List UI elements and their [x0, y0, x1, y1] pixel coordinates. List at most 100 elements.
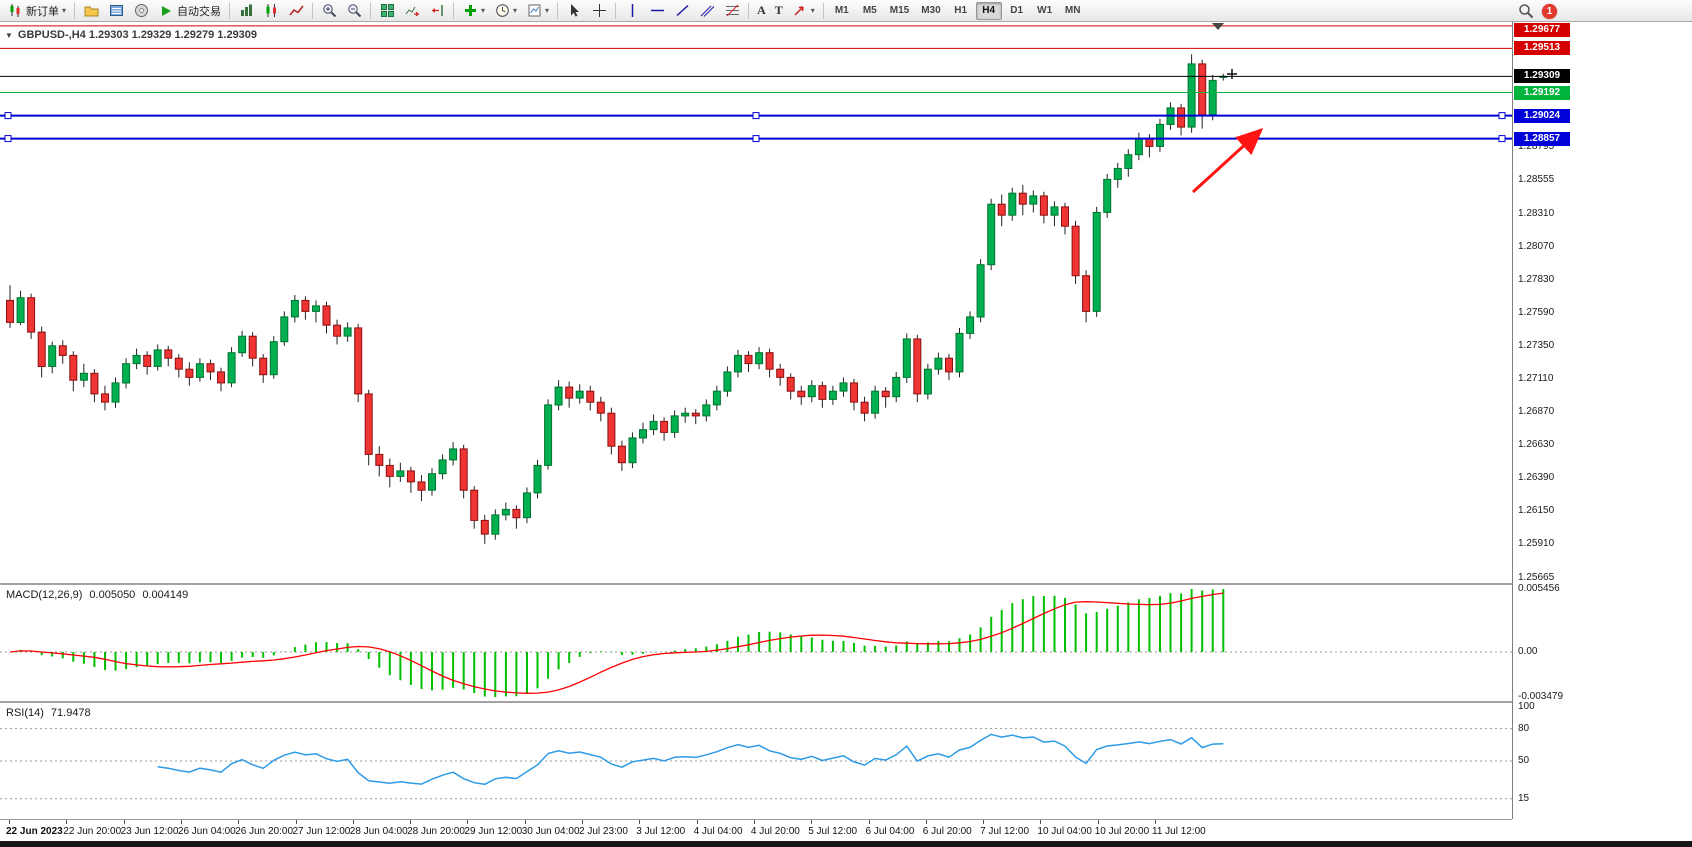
line-handle[interactable] — [752, 135, 760, 143]
horizontal-line-button[interactable] — [645, 1, 669, 21]
profiles-button[interactable] — [79, 1, 103, 21]
line-handle[interactable] — [4, 135, 12, 143]
toolbar-separator — [557, 2, 559, 19]
time-axis-tick — [524, 820, 526, 824]
main-toolbar: 新订单 ▾ 自动交易 — [0, 0, 1692, 22]
fibonacci-button[interactable] — [720, 1, 744, 21]
line-handle[interactable] — [4, 112, 12, 120]
timeframe-d1-button[interactable]: D1 — [1004, 2, 1030, 20]
line-handle[interactable] — [1498, 112, 1506, 120]
vertical-line-icon — [624, 3, 640, 19]
line-chart-button[interactable] — [284, 1, 308, 21]
bear-candle — [217, 371, 225, 384]
candlestick-chart-button[interactable] — [259, 1, 283, 21]
macd-signal-line — [9, 592, 1224, 694]
price-chart-panel[interactable] — [0, 22, 1512, 583]
bull-candle — [396, 470, 405, 477]
bear-candle — [470, 489, 479, 521]
compass-icon — [133, 3, 149, 19]
price-line-label: 1.29513 — [1514, 41, 1570, 56]
bull-candle — [1124, 154, 1133, 169]
channel-button[interactable] — [695, 1, 719, 21]
navigator-button[interactable] — [129, 1, 153, 21]
bull-candle — [312, 305, 320, 312]
periods-button[interactable]: ▾ — [490, 1, 521, 21]
bear-candle — [765, 352, 774, 370]
bear-candle — [1198, 63, 1207, 116]
trend-arrow-object[interactable] — [1191, 127, 1264, 194]
notification-badge[interactable]: 1 — [1542, 3, 1557, 19]
time-axis-label: 6 Jul 04:00 — [865, 826, 915, 837]
bull-candle — [1008, 192, 1017, 216]
price-scale-tick: 1.27110 — [1518, 372, 1554, 384]
cursor-button[interactable] — [562, 1, 586, 21]
chart-shift-button[interactable] — [425, 1, 449, 21]
line-handle[interactable] — [1498, 135, 1506, 143]
fibonacci-icon — [724, 3, 740, 19]
time-axis-tick — [983, 820, 985, 824]
bear-candle — [259, 357, 268, 376]
price-scale-tick: 1.28555 — [1518, 174, 1555, 186]
bear-candle — [206, 363, 215, 373]
bar-chart-button[interactable] — [234, 1, 258, 21]
bear-candle — [174, 357, 183, 370]
timeframe-group: M1 M5 M15 M30 H1 H4 D1 W1 MN — [828, 1, 1087, 20]
price-scale[interactable]: 1.28795 1.28555 1.28310 1.28070 1.27830 1.275… — [1512, 22, 1692, 819]
line-handle[interactable] — [752, 112, 760, 120]
auto-scroll-button[interactable] — [400, 1, 424, 21]
zoom-in-button[interactable] — [317, 1, 341, 21]
auto-trading-button[interactable]: 自动交易 — [154, 1, 225, 21]
bear-candle — [417, 481, 426, 491]
bull-candle — [238, 335, 247, 354]
bull-candle — [1156, 123, 1164, 147]
macd-signal-value: 0.004149 — [142, 589, 189, 601]
time-axis-label: 27 Jun 12:00 — [292, 826, 351, 837]
time-axis-label: 7 Jul 12:00 — [980, 826, 1030, 837]
new-order-button[interactable]: 新订单 ▾ — [3, 1, 70, 21]
new-order-label: 新订单 — [26, 5, 59, 18]
macd-name: MACD(12,26,9) — [6, 589, 83, 601]
time-axis-label: 4 Jul 04:00 — [693, 826, 743, 837]
bull-candle — [290, 299, 299, 318]
panel-divider[interactable] — [0, 583, 1692, 585]
timeframe-m15-button[interactable]: M15 — [885, 2, 914, 20]
bear-candle — [1071, 225, 1080, 277]
indicators-button[interactable]: ▾ — [458, 1, 489, 21]
timeframe-m5-button[interactable]: M5 — [857, 2, 883, 20]
timeframe-m30-button[interactable]: M30 — [916, 2, 945, 20]
crosshair-icon — [591, 3, 607, 19]
toolbar-separator — [74, 2, 76, 19]
timeframe-m1-button[interactable]: M1 — [829, 2, 855, 20]
vertical-line-button[interactable] — [620, 1, 644, 21]
templates-button[interactable]: ▾ — [522, 1, 553, 21]
macd-panel[interactable] — [0, 585, 1512, 701]
zoom-in-icon — [321, 3, 337, 19]
bear-candle — [660, 420, 669, 433]
timeframe-h1-button[interactable]: H1 — [948, 2, 974, 20]
bull-candle — [681, 412, 690, 417]
zoom-out-button[interactable] — [342, 1, 366, 21]
bull-candle — [702, 404, 711, 417]
price-line-label: 1.29024 — [1514, 108, 1570, 123]
label-tool-button[interactable]: T — [771, 1, 787, 21]
market-watch-button[interactable] — [104, 1, 128, 21]
timeframe-mn-button[interactable]: MN — [1060, 2, 1086, 20]
text-tool-button[interactable]: A — [753, 1, 770, 21]
search-icon[interactable] — [1518, 3, 1534, 19]
timeframe-h4-button[interactable]: H4 — [975, 1, 1002, 20]
panel-divider[interactable] — [0, 701, 1692, 703]
toolbar-separator — [822, 2, 824, 19]
rsi-panel[interactable] — [0, 703, 1512, 819]
bull-candle — [839, 382, 848, 392]
bull-candle — [649, 420, 658, 431]
bull-candle — [734, 354, 742, 373]
arrows-tool-button[interactable]: ▾ — [788, 1, 819, 21]
trendline-button[interactable] — [670, 1, 694, 21]
bull-candle — [575, 390, 584, 399]
time-scale[interactable]: 22 Jun 2023 22 Jun 20:00 23 Jun 12:00 26 Ju… — [0, 819, 1512, 841]
crosshair-button[interactable] — [587, 1, 611, 21]
tile-windows-button[interactable] — [375, 1, 399, 21]
timeframe-w1-button[interactable]: W1 — [1032, 2, 1058, 20]
chevron-down-icon: ▾ — [545, 5, 550, 15]
new-order-icon — [7, 3, 23, 19]
